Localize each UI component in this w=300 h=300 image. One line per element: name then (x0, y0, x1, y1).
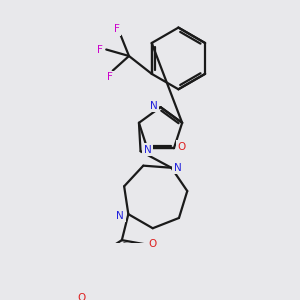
Text: N: N (116, 211, 124, 221)
Text: N: N (150, 100, 158, 110)
Text: F: F (114, 24, 120, 34)
Text: F: F (97, 44, 103, 55)
Text: F: F (106, 72, 112, 82)
Text: N: N (174, 163, 182, 173)
Text: N: N (144, 145, 152, 154)
Text: O: O (148, 239, 157, 249)
Text: O: O (77, 293, 85, 300)
Text: O: O (177, 142, 185, 152)
